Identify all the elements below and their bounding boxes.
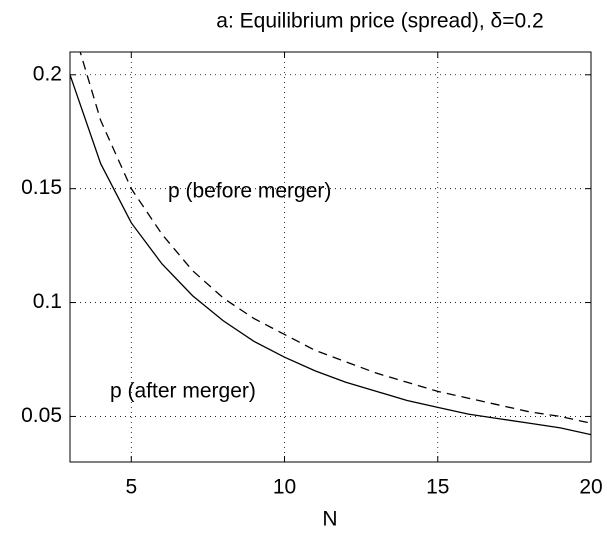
chart-title: a: Equilibrium price (spread), δ=0.2 xyxy=(216,10,543,33)
line xyxy=(79,52,591,424)
y-tick-label: 0.05 xyxy=(21,404,62,427)
x-tick-label: 5 xyxy=(125,476,137,499)
x-tick-label: 10 xyxy=(273,476,296,499)
y-tick-label: 0.1 xyxy=(33,290,62,313)
y-tick-label: 0.2 xyxy=(33,62,62,85)
annotation: p (before merger) xyxy=(168,180,331,203)
annotation: p (after merger) xyxy=(110,380,256,403)
x-tick-label: 15 xyxy=(426,476,449,499)
plot-frame xyxy=(69,51,592,463)
line xyxy=(70,74,591,436)
x-axis-label: N xyxy=(322,508,337,531)
y-tick-label: 0.15 xyxy=(21,176,62,199)
plot-area xyxy=(70,52,591,436)
x-tick-label: 20 xyxy=(579,476,602,499)
